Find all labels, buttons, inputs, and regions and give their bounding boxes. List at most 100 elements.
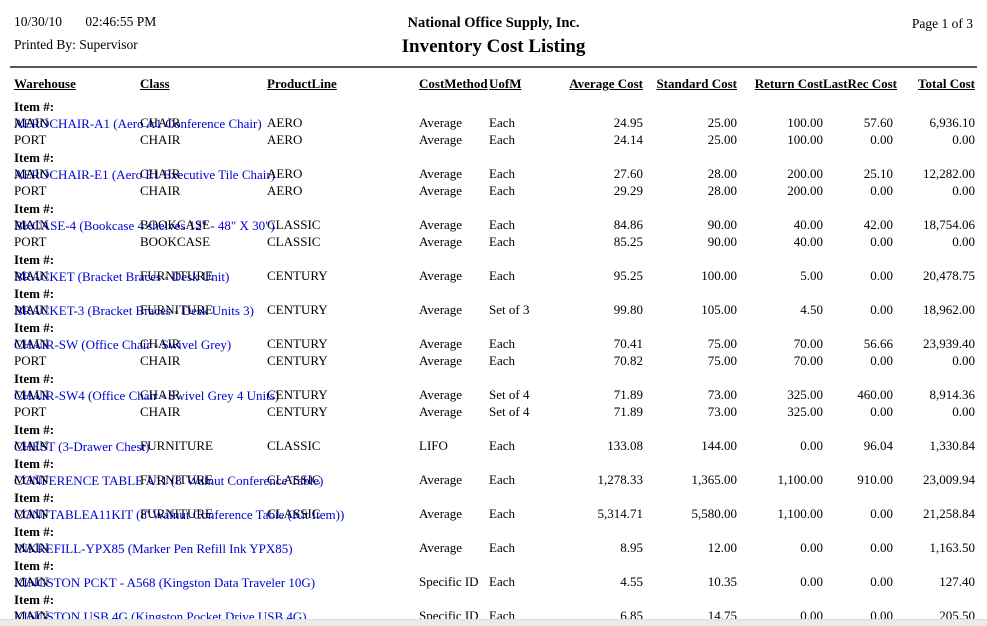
cell-return_cost: 0.00 — [800, 574, 823, 589]
item-link[interactable]: AEROCHAIR-A1 (Aero A1 Conference Chair) — [14, 116, 262, 131]
cell-total_cost: 1,163.50 — [929, 540, 976, 555]
item-link[interactable]: CONFERENCE TABLE A11 (8' Walnut Conferen… — [14, 473, 324, 488]
cell-product_line: CLASSIC — [267, 438, 321, 453]
cell-class: CHAIR — [140, 132, 181, 147]
warehouse-row: MAIN FURNITURE CLASSIC Average Each 1,278.33 1… — [14, 472, 975, 489]
cell-return_cost: 70.00 — [793, 353, 823, 368]
warehouse-row: MAIN CHAIR AERO Average Each 24.95 25.00 100.00… — [14, 115, 975, 132]
item-number-label: Item #: — [14, 422, 55, 437]
cell-cost_method: Average — [419, 336, 463, 351]
cell-average_cost: 85.25 — [613, 234, 643, 249]
cell-uofm: Each — [489, 132, 515, 147]
cell-warehouse: MAIN — [14, 302, 49, 317]
item-number-label: Item #: — [14, 150, 55, 165]
cell-cost_method: Specific ID — [419, 574, 479, 589]
cell-lastrec_cost: 42.00 — [863, 217, 893, 232]
item-link[interactable]: AEROCHAIR-E1 (Aero E1 Executive Tile Cha… — [14, 167, 276, 182]
cell-total_cost: 1,330.84 — [929, 438, 976, 453]
item-row: Item #: CHAIR-SW4 (Office Chair - Swivel … — [14, 370, 975, 403]
cell-class: FURNITURE — [140, 472, 213, 487]
cell-average_cost: 71.89 — [613, 387, 643, 402]
item-link[interactable]: KINGSTON PCKT - A568 (Kingston Data Trav… — [14, 575, 316, 590]
cell-product_line: CENTURY — [267, 353, 328, 368]
item-number-label: Item #: — [14, 490, 55, 505]
col-header-costmethod: CostMethod — [419, 76, 488, 91]
item-link[interactable]: CHAIR-SW (Office Chair - Swivel Grey) — [14, 337, 232, 352]
cell-lastrec_cost: 57.60 — [863, 115, 893, 130]
item-link[interactable]: BRACKET-3 (Bracket Braces - Desk Units 3… — [14, 303, 254, 318]
warehouse-row: PORT CHAIR CENTURY Average Set of 4 71.89 73.0… — [14, 404, 975, 421]
cell-class: FURNITURE — [140, 302, 213, 317]
cell-lastrec_cost: 0.00 — [870, 353, 893, 368]
cell-uofm: Each — [489, 268, 515, 283]
cell-return_cost: 100.00 — [787, 132, 823, 147]
cell-total_cost: 0.00 — [952, 353, 975, 368]
warehouse-row: MAIN Average Each 8.95 12.00 0.00 0.00 1,163.50 — [14, 540, 975, 557]
cell-average_cost: 70.82 — [613, 353, 643, 368]
cell-warehouse: MAIN — [14, 387, 49, 402]
cell-class: BOOKCASE — [140, 234, 211, 249]
report-header-center: National Office Supply, Inc. Inventory C… — [0, 15, 987, 58]
item-link[interactable]: INKREFILL-YPX85 (Marker Pen Refill Ink Y… — [14, 541, 293, 556]
cell-class: FURNITURE — [140, 268, 213, 283]
warehouse-row: MAIN FURNITURE CENTURY Average Set of 3 99.80… — [14, 302, 975, 319]
cell-lastrec_cost: 910.00 — [857, 472, 893, 487]
cell-standard_cost: 90.00 — [707, 234, 737, 249]
cell-cost_method: Average — [419, 302, 463, 317]
cell-return_cost: 325.00 — [787, 387, 823, 402]
cell-average_cost: 133.08 — [607, 438, 643, 453]
cell-lastrec_cost: 0.00 — [870, 132, 893, 147]
cell-lastrec_cost: 0.00 — [870, 234, 893, 249]
cell-return_cost: 70.00 — [793, 336, 823, 351]
cell-cost_method: Average — [419, 506, 463, 521]
item-row: Item #: CONFTABLEA11KIT (8' Walnut Confer… — [14, 489, 975, 522]
cell-lastrec_cost: 0.00 — [870, 506, 893, 521]
item-link[interactable]: CHEST (3-Drawer Chest) — [14, 439, 150, 454]
cell-lastrec_cost: 0.00 — [870, 268, 893, 283]
cell-lastrec_cost: 56.66 — [863, 336, 893, 351]
cell-uofm: Set of 4 — [489, 387, 530, 402]
item-link[interactable]: BKCASE-4 (Bookcase 4 shelves 12" - 48" X… — [14, 218, 275, 233]
cell-total_cost: 0.00 — [952, 183, 975, 198]
cell-product_line: CENTURY — [267, 336, 328, 351]
col-header-average-cost: Average Cost — [569, 76, 643, 91]
cell-return_cost: 5.00 — [800, 268, 823, 283]
cell-uofm: Each — [489, 166, 515, 181]
cell-total_cost: 23,939.40 — [923, 336, 975, 351]
cell-total_cost: 12,282.00 — [923, 166, 975, 181]
cell-warehouse: PORT — [14, 404, 47, 419]
cell-lastrec_cost: 25.10 — [863, 166, 893, 181]
cell-class: CHAIR — [140, 183, 181, 198]
cell-average_cost: 8.95 — [620, 540, 643, 555]
cell-cost_method: Average — [419, 166, 463, 181]
cell-standard_cost: 25.00 — [707, 132, 737, 147]
item-link[interactable]: CONFTABLEA11KIT (8' Walnut Conference Ta… — [14, 507, 345, 522]
cell-class: CHAIR — [140, 404, 181, 419]
cell-return_cost: 325.00 — [787, 404, 823, 419]
item-number-label: Item #: — [14, 252, 55, 267]
print-date-time: 10/30/10 02:46:55 PM — [14, 14, 156, 30]
cell-product_line: AERO — [267, 183, 303, 198]
item-link[interactable]: CHAIR-SW4 (Office Chair - Swivel Grey 4 … — [14, 388, 280, 403]
cell-uofm: Each — [489, 438, 515, 453]
cell-uofm: Each — [489, 234, 515, 249]
cell-class: CHAIR — [140, 353, 181, 368]
cell-return_cost: 200.00 — [787, 166, 823, 181]
item-number-label: Item #: — [14, 592, 55, 607]
cell-warehouse: MAIN — [14, 217, 49, 232]
cell-average_cost: 70.41 — [613, 336, 643, 351]
item-number-label: Item #: — [14, 371, 55, 386]
warehouse-row: PORT CHAIR AERO Average Each 24.14 25.00 100.00… — [14, 132, 975, 149]
cell-return_cost: 40.00 — [793, 234, 823, 249]
cell-class: CHAIR — [140, 387, 181, 402]
cell-lastrec_cost: 0.00 — [870, 574, 893, 589]
item-link[interactable]: BRACKET (Bracket Braces - Desk Unit) — [14, 269, 230, 284]
column-header-row: Warehouse Class ProductLine CostMethod U… — [14, 76, 975, 98]
cell-return_cost: 1,100.00 — [777, 506, 824, 521]
cell-uofm: Each — [489, 183, 515, 198]
warehouse-row: MAIN FURNITURE CENTURY Average Each 95.25 100.… — [14, 268, 975, 285]
company-name: National Office Supply, Inc. — [407, 15, 580, 31]
item-row: Item #: CONFERENCE TABLE A11 (8' Walnut C… — [14, 455, 975, 488]
cell-uofm: Each — [489, 574, 515, 589]
